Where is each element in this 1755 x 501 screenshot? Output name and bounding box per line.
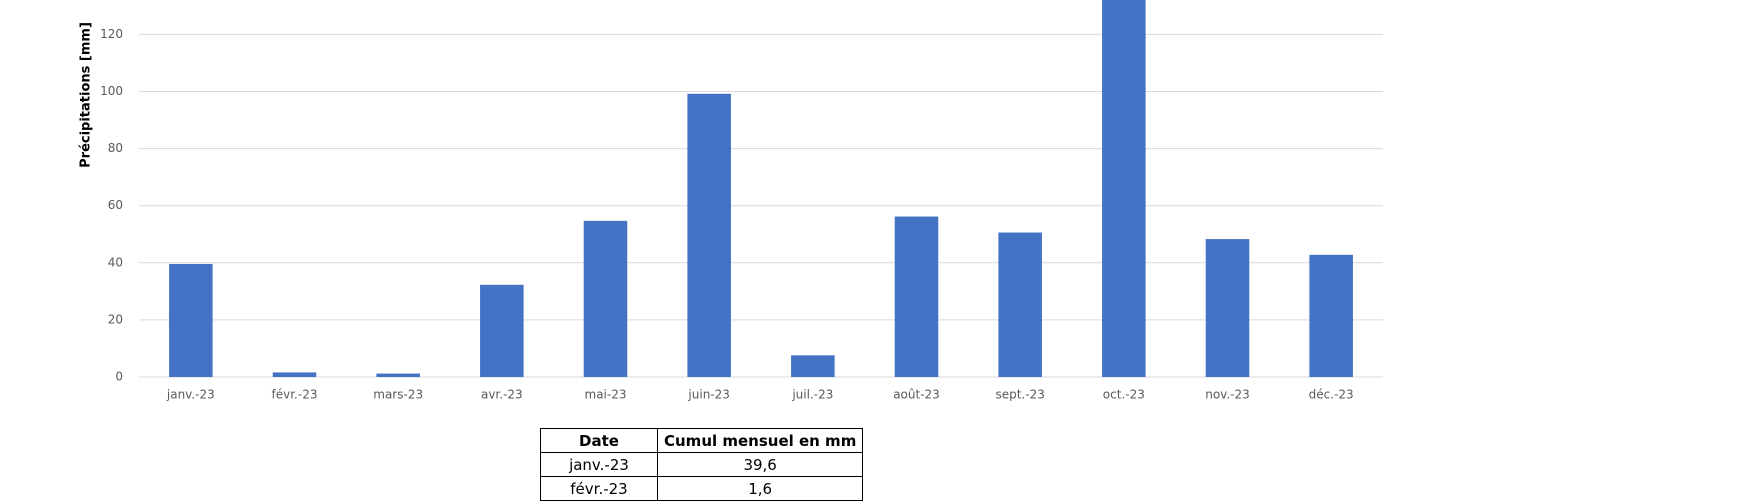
table-cell: janv.-23 — [540, 452, 658, 477]
y-tick-label: 100 — [100, 84, 123, 98]
x-tick-label: oct.-23 — [1103, 388, 1145, 402]
bar — [1205, 239, 1250, 377]
y-tick-label: 20 — [108, 312, 123, 326]
y-tick-label: 60 — [108, 198, 123, 212]
y-axis-label: Précipitations [mm] — [79, 22, 94, 168]
data-table: Date Cumul mensuel en mm janv.-23 39,6 fév… — [540, 428, 864, 501]
x-tick-label: avr.-23 — [481, 388, 523, 402]
bar — [480, 284, 524, 377]
x-tick-label: sept.-23 — [995, 388, 1044, 402]
table-cell: 39,6 — [656, 452, 864, 477]
x-tick-label: janv.-23 — [166, 388, 215, 402]
table-header: Date Cumul mensuel en mm — [540, 428, 864, 453]
x-tick-label: juil.-23 — [791, 388, 833, 402]
bar — [998, 232, 1042, 377]
bar — [791, 355, 835, 377]
y-tick-label: 120 — [100, 27, 123, 41]
x-tick-label: févr.-23 — [272, 388, 318, 402]
bar — [894, 216, 939, 377]
x-tick-label: juin-23 — [687, 388, 729, 402]
table-row: janv.-23 39,6 — [540, 452, 864, 477]
bar — [376, 373, 420, 377]
table-row: févr.-23 1,6 — [540, 476, 864, 501]
x-tick-label: nov.-23 — [1205, 388, 1250, 402]
bar — [583, 220, 628, 377]
bar — [687, 93, 731, 377]
table-cell: 1,6 — [656, 476, 864, 501]
x-tick-label: mai-23 — [585, 388, 627, 402]
bar — [169, 263, 213, 377]
bar — [1309, 254, 1353, 377]
bar — [1102, 0, 1146, 377]
y-tick-label: 80 — [108, 141, 123, 155]
y-tick-label: 40 — [108, 255, 123, 269]
x-tick-label: août-23 — [893, 388, 940, 402]
y-tick-label: 0 — [115, 370, 123, 384]
x-tick-label: mars-23 — [373, 388, 423, 402]
bar — [272, 372, 317, 377]
x-tick-label: déc.-23 — [1309, 388, 1354, 402]
column-header: Date — [540, 428, 658, 453]
column-header: Cumul mensuel en mm — [656, 428, 864, 453]
table-cell: févr.-23 — [540, 476, 658, 501]
